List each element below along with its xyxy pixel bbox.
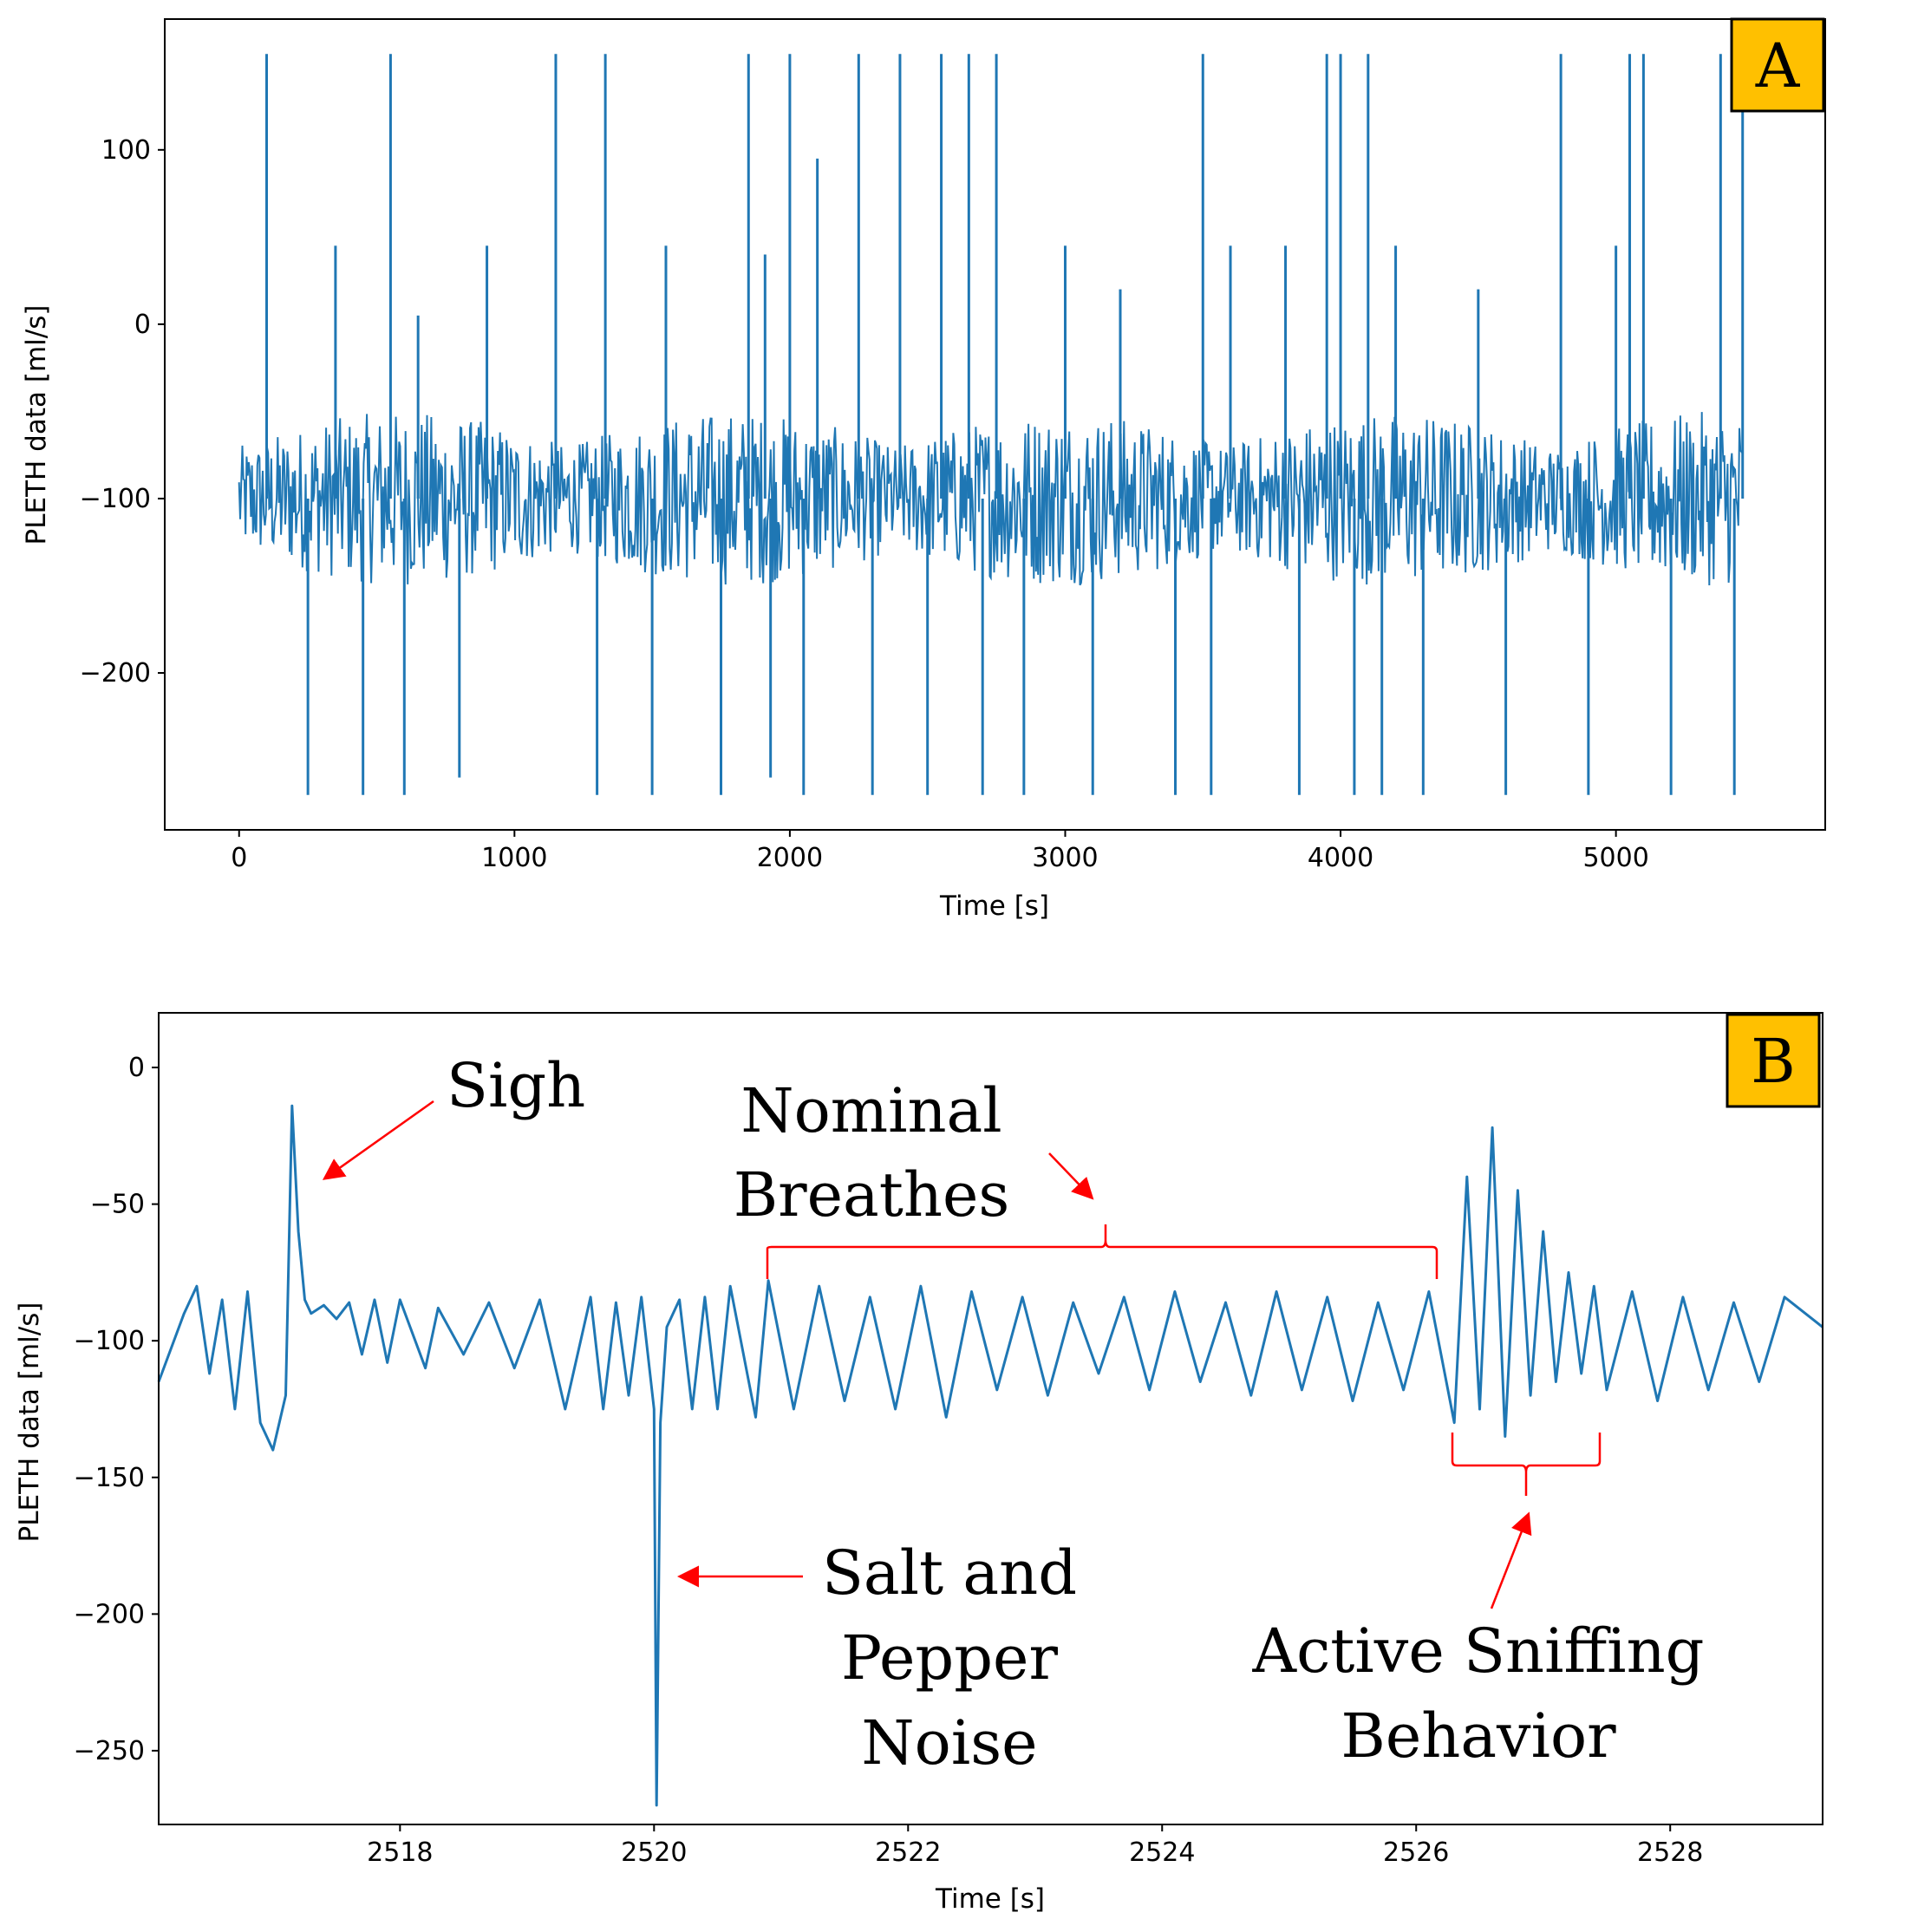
panel-a-x-tick-label: 1000: [481, 843, 547, 873]
panel-a-x-tick-label: 4000: [1308, 843, 1373, 873]
panel-a-x-tick-label: 0: [231, 843, 247, 873]
panel-b-y-axis-label: PLETH data [ml/s]: [14, 1302, 45, 1543]
panel-b-y-tick-label: −100: [74, 1326, 145, 1356]
panel-b-x-tick-label: 2526: [1383, 1837, 1449, 1868]
panel-a-y-tick-label: −100: [80, 484, 151, 514]
panel-a-y-tick-label: 100: [101, 135, 151, 166]
annotation-salt-line3: Noise: [861, 1707, 1037, 1779]
annotation-sigh-arrow: [322, 1100, 434, 1180]
panel-b-ticks: 2518 2520 2522 2524 2526 2528 0 −50 −100 −150 −200…: [74, 1053, 1704, 1868]
annotation-salt-line2: Pepper: [841, 1622, 1058, 1694]
annotations: Sigh Nominal Breathes Salt and Pepper No…: [322, 1050, 1705, 1779]
panel-a-x-tick-label: 3000: [1032, 843, 1098, 873]
panel-b-x-tick-label: 2522: [875, 1837, 941, 1868]
annotation-nominal-bracket: [766, 1224, 1439, 1279]
panel-a-signal: [238, 54, 1745, 795]
panel-b-badge-box: [1726, 1013, 1821, 1108]
panel-b-y-tick-label: −150: [74, 1463, 145, 1493]
panel-b-signal: [157, 1104, 1823, 1807]
panel-b-plot-frame: [158, 1012, 1823, 1825]
panel-a-noise-band: [238, 412, 1744, 586]
annotation-nominal-arrow: [1048, 1152, 1094, 1200]
panel-a-x-axis-label: Time [s]: [939, 891, 1049, 922]
annotation-salt-line1: Salt and: [822, 1537, 1077, 1609]
annotation-sniff-arrow: [1490, 1511, 1532, 1609]
panel-b-x-tick-label: 2524: [1129, 1837, 1195, 1868]
annotation-nominal-line1: Nominal: [740, 1075, 1001, 1146]
panel-a-badge: A: [1730, 17, 1825, 113]
annotation-sigh: Sigh: [447, 1050, 585, 1121]
panel-b-y-tick-label: −200: [74, 1599, 145, 1629]
panel-b-x-tick-label: 2520: [621, 1837, 687, 1868]
panel-a-x-tick-label: 5000: [1582, 843, 1648, 873]
panel-a-plot-frame: [164, 18, 1826, 831]
panel-b-badge: B: [1726, 1013, 1821, 1108]
panel-a-x-tick-label: 2000: [757, 843, 823, 873]
panel-b-y-tick-label: 0: [128, 1053, 145, 1083]
annotation-sniff-bracket: [1451, 1433, 1602, 1496]
annotation-nominal-line2: Breathes: [734, 1159, 1010, 1230]
panel-a-y-tick-label: 0: [134, 310, 151, 340]
annotation-sniff-line1: Active Sniffing: [1252, 1615, 1705, 1687]
panel-a-badge-label: A: [1755, 30, 1801, 101]
panel-b-signal-line: [157, 1104, 1823, 1807]
panel-b-x-axis-label: Time [s]: [935, 1883, 1045, 1915]
panel-b-y-tick-label: −250: [74, 1736, 145, 1766]
panel-b-x-tick-label: 2518: [367, 1837, 433, 1868]
panel-a-y-tick-label: −200: [80, 658, 151, 689]
annotation-sniff-line2: Behavior: [1341, 1700, 1616, 1772]
panel-b-y-tick-label: −50: [90, 1190, 145, 1220]
panel-a-badge-box: [1730, 17, 1825, 113]
panel-b-x-tick-label: 2528: [1637, 1837, 1703, 1868]
panel-a-y-axis-label: PLETH data [ml/s]: [21, 305, 52, 545]
panel-b-chart: 2518 2520 2522 2524 2526 2528 0 −50 −100 −150 −200…: [14, 1012, 1823, 1915]
panel-b-badge-label: B: [1751, 1026, 1795, 1097]
